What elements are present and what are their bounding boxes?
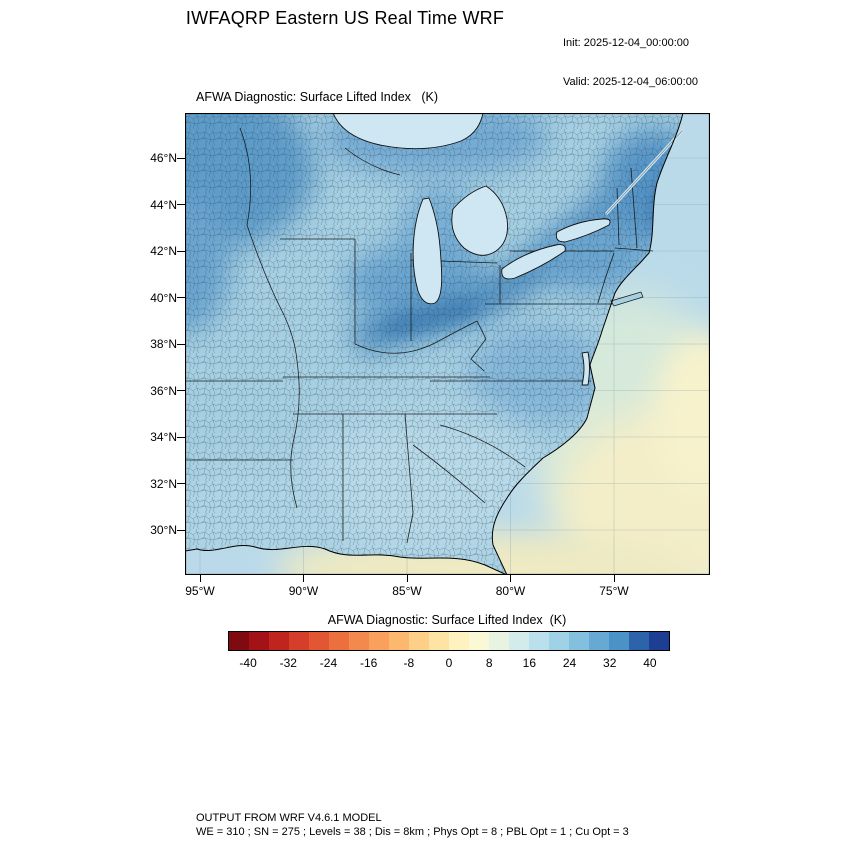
colorbar-tick-label: 16	[522, 656, 537, 670]
great-lakes	[332, 113, 684, 386]
y-axis-tick-label: 46°N	[150, 151, 177, 165]
footer: OUTPUT FROM WRF V4.6.1 MODEL WE = 310 ; …	[196, 812, 629, 839]
colorbar-cell	[269, 632, 289, 650]
coastline	[185, 113, 684, 575]
y-axis-tick-label: 42°N	[150, 244, 177, 258]
x-axis-tick-label: 80°W	[495, 584, 526, 598]
y-axis-tick-mark	[177, 250, 185, 252]
y-axis-tick-label: 30°N	[150, 523, 177, 537]
page-title: IWFAQRP Eastern US Real Time WRF	[185, 8, 505, 28]
colorbar-cell	[409, 632, 429, 650]
colorbar-tick-label: -16	[359, 656, 378, 670]
y-axis-tick-mark	[177, 529, 185, 531]
colorbar-cell	[429, 632, 449, 650]
colorbar-cell	[609, 632, 629, 650]
colorbar-cell	[229, 632, 249, 650]
colorbar-cell	[249, 632, 269, 650]
map-border	[185, 113, 710, 575]
y-axis-tick-mark	[177, 204, 185, 205]
x-axis-tick-mark	[613, 575, 615, 582]
run-times: Init: 2025-12-04_00:00:00 Valid: 2025-12…	[563, 11, 698, 115]
x-axis-tick-label: 85°W	[392, 584, 422, 598]
valid-time-label: Valid: 2025-12-04_06:00:00	[563, 76, 698, 88]
footer-model-line: OUTPUT FROM WRF V4.6.1 MODEL	[196, 812, 382, 824]
colorbar-cell	[349, 632, 369, 650]
x-axis-tick-mark	[406, 575, 408, 582]
colorbar-tick-label: 32	[603, 656, 617, 670]
colorbar-cell	[629, 632, 649, 650]
x-axis-tick-label: 75°W	[599, 584, 629, 598]
colorbar-cell	[449, 632, 469, 650]
lake-superior	[332, 113, 484, 150]
colorbar-cell	[369, 632, 389, 650]
chesapeake-bay	[581, 351, 590, 386]
colorbar-cell	[529, 632, 549, 650]
colorbar-cell	[289, 632, 309, 650]
lake-huron	[451, 185, 508, 256]
lake-michigan	[412, 197, 443, 305]
colorbar-tick-label: -32	[279, 656, 297, 670]
x-axis-tick-mark	[303, 575, 304, 582]
colorbar-tick-label: 0	[445, 656, 453, 670]
lake-erie	[501, 244, 566, 280]
colorbar	[228, 631, 670, 651]
map-canvas	[185, 113, 710, 575]
x-axis-tick-label: 90°W	[288, 584, 319, 598]
colorbar-tick-label: 8	[485, 656, 493, 670]
y-axis-tick-mark	[177, 390, 185, 391]
x-axis-tick-label: 95°W	[185, 584, 215, 598]
colorbar-cell	[509, 632, 529, 650]
footer-config-line: WE = 310 ; SN = 275 ; Levels = 38 ; Dis …	[196, 825, 629, 838]
lake-ontario	[555, 218, 611, 243]
y-axis-tick-mark	[177, 297, 185, 298]
y-axis-tick-label: 32°N	[150, 476, 177, 491]
colorbar-cell	[589, 632, 609, 650]
colorbar-cell	[329, 632, 349, 650]
colorbar-tick-label: 40	[643, 656, 657, 670]
map-frame	[185, 113, 710, 575]
colorbar-cell	[569, 632, 589, 650]
y-axis-tick-mark	[177, 436, 185, 438]
map-title: AFWA Diagnostic: Surface Lifted Index (K…	[196, 90, 438, 104]
init-time-label: Init: 2025-12-04_00:00:00	[563, 37, 689, 49]
colorbar-cell	[389, 632, 409, 650]
y-axis-tick-label: 34°N	[150, 430, 177, 444]
x-axis-tick-mark	[510, 575, 511, 582]
state-borders	[185, 127, 654, 544]
y-axis-tick-mark	[177, 343, 185, 345]
y-axis-tick-label: 44°N	[150, 197, 177, 212]
colorbar-tick-label: -40	[239, 656, 257, 670]
colorbar-tick-label: 24	[562, 656, 577, 670]
x-axis-tick-mark	[199, 575, 201, 582]
colorbar-cell	[549, 632, 569, 650]
y-axis-tick-mark	[177, 157, 185, 159]
colorbar-cell	[469, 632, 489, 650]
colorbar-cell	[309, 632, 329, 650]
y-axis-tick-mark	[177, 483, 185, 484]
y-axis-tick-label: 40°N	[150, 290, 177, 305]
colorbar-tick-label: -24	[319, 656, 338, 670]
y-axis-tick-label: 38°N	[150, 337, 177, 351]
y-axis-tick-label: 36°N	[150, 383, 177, 398]
colorbar-title: AFWA Diagnostic: Surface Lifted Index (K…	[327, 613, 567, 627]
colorbar-tick-label: -8	[403, 656, 415, 670]
colorbar-cell	[649, 632, 669, 650]
long-island	[610, 291, 644, 307]
colorbar-cell	[489, 632, 509, 650]
